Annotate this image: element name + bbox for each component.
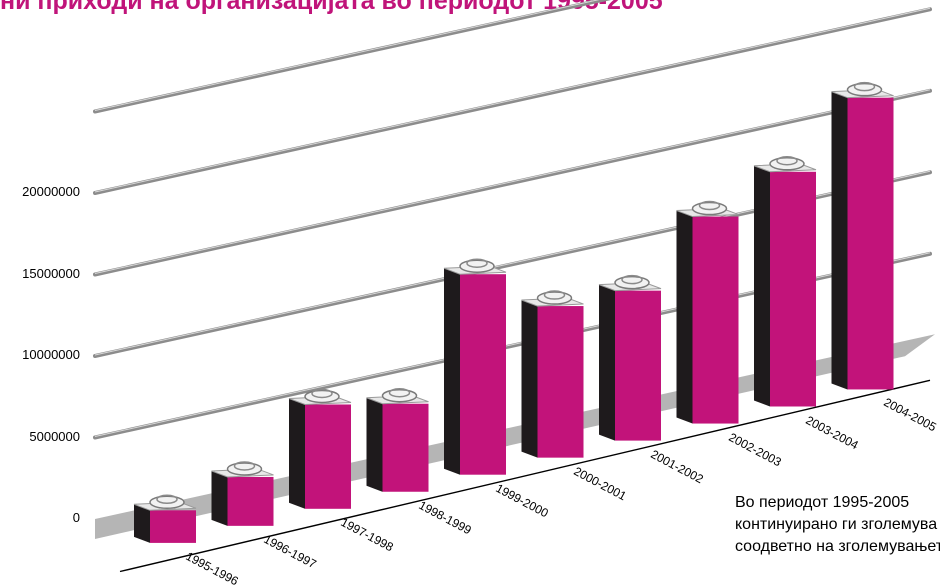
bar-ornament-ring [156, 494, 178, 505]
gridline-highlight [94, 7, 931, 193]
bar-ornament-ring [543, 290, 566, 300]
bar-side [134, 504, 150, 543]
bar-side [831, 91, 848, 390]
y-tick-label: 15000000 [22, 265, 80, 281]
bar-ornament [769, 157, 805, 171]
note-line-3: соодветно на зголемувањето [735, 538, 940, 555]
gridline-highlight [94, 89, 931, 274]
bar-ornament-ring [853, 81, 876, 92]
chart-title: ни приходи на организацијата во периодот… [0, 0, 663, 15]
y-tick-label: 20000000 [22, 184, 80, 199]
bar-front [382, 403, 429, 492]
bar-front [692, 216, 739, 424]
bar-front [770, 171, 816, 407]
bar-ornament [846, 82, 883, 97]
bar-ornament-ring [233, 461, 256, 471]
gridline [93, 0, 612, 114]
bar [443, 258, 507, 475]
bar-ornament-ring [466, 258, 488, 268]
bar-ornament [459, 259, 495, 273]
bar-front [615, 290, 661, 441]
note-line-1: Во периодот 1995-2005 [735, 494, 910, 511]
bar [288, 388, 352, 509]
bar-side [211, 470, 228, 526]
bar-front [537, 306, 584, 458]
bar-ornament-ring [776, 156, 798, 166]
y-tick-label: 5000000 [29, 428, 80, 444]
bar [133, 494, 197, 543]
bar-side [289, 398, 305, 509]
y-tick-label: 10000000 [22, 347, 80, 362]
bar-side [444, 268, 460, 475]
bar-front [227, 476, 274, 526]
note-line-2: континуирано ги зголемува [735, 516, 938, 533]
y-tick-label: 0 [72, 510, 80, 525]
bar-ornament [149, 495, 185, 510]
bar [366, 387, 429, 492]
bar-side [599, 284, 615, 441]
bar-side [366, 397, 383, 492]
bar-ornament-ring [311, 388, 333, 399]
bar-front [305, 404, 351, 509]
bar [521, 290, 584, 458]
gridline [93, 88, 932, 277]
bar-front [150, 510, 196, 543]
bar-side [676, 210, 693, 424]
bar [676, 200, 739, 424]
bar [831, 81, 894, 390]
x-axis-line [119, 379, 931, 573]
bar-ornament-ring [621, 274, 643, 285]
bars [133, 81, 894, 543]
bar-side [521, 300, 538, 458]
gridline [93, 7, 932, 195]
bar-side [754, 165, 770, 407]
bar [598, 274, 662, 441]
bar-ornament [304, 389, 340, 404]
bar [211, 461, 274, 526]
gridline-highlight [94, 0, 600, 111]
bar-ornament [614, 275, 650, 290]
bar-ornament [691, 201, 728, 216]
bar-front [460, 274, 506, 475]
bar-ornament [536, 291, 573, 305]
bar-ornament [381, 388, 418, 403]
bar [753, 156, 817, 407]
bar-ornament [226, 462, 263, 476]
note-text: Во периодот 1995-2005 континуирано ги зг… [735, 492, 940, 558]
bar-front [847, 97, 894, 390]
bar-ornament-ring [698, 200, 721, 211]
bar-ornament-ring [388, 387, 411, 398]
